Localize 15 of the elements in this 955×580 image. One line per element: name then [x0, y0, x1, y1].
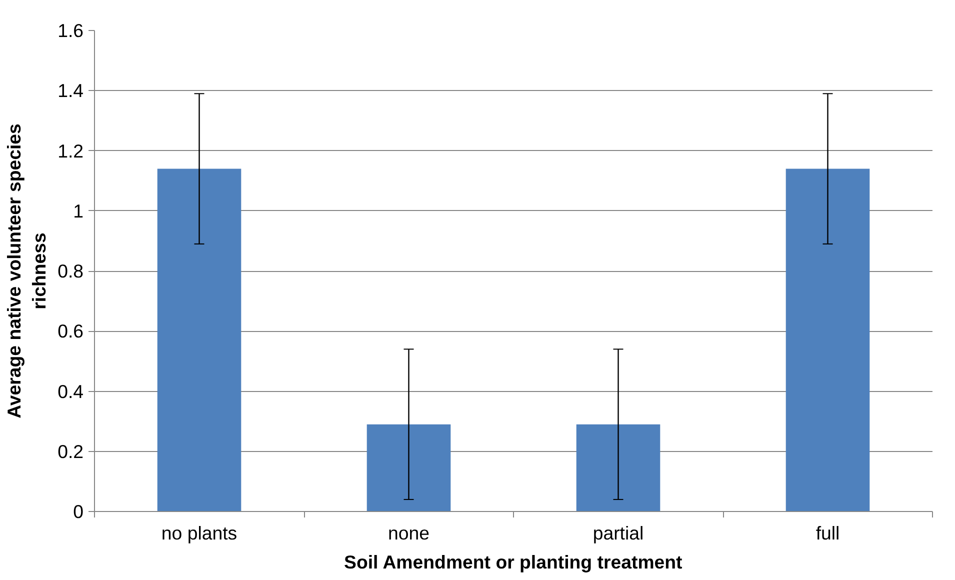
y-tick-label: 1.6: [58, 20, 84, 41]
x-tick-label: no plants: [161, 522, 238, 544]
x-tick-label: full: [816, 522, 840, 544]
y-axis-title: Average native volunteer species richness: [3, 124, 50, 418]
x-tick-label: none: [388, 522, 430, 544]
y-tick-label: 0: [73, 501, 84, 522]
y-tick-label: 1: [73, 200, 84, 222]
y-tick-label: 1.2: [58, 140, 84, 162]
y-tick-label: 0.4: [58, 380, 84, 402]
y-tick-label: 0.8: [58, 260, 84, 282]
y-tick-label: 1.4: [58, 80, 84, 102]
y-tick-label: 0.2: [58, 440, 84, 462]
y-tick-label: 0.6: [58, 320, 84, 342]
x-tick-label: partial: [592, 522, 644, 544]
x-axis-title: Soil Amendment or planting treatment: [344, 552, 682, 572]
